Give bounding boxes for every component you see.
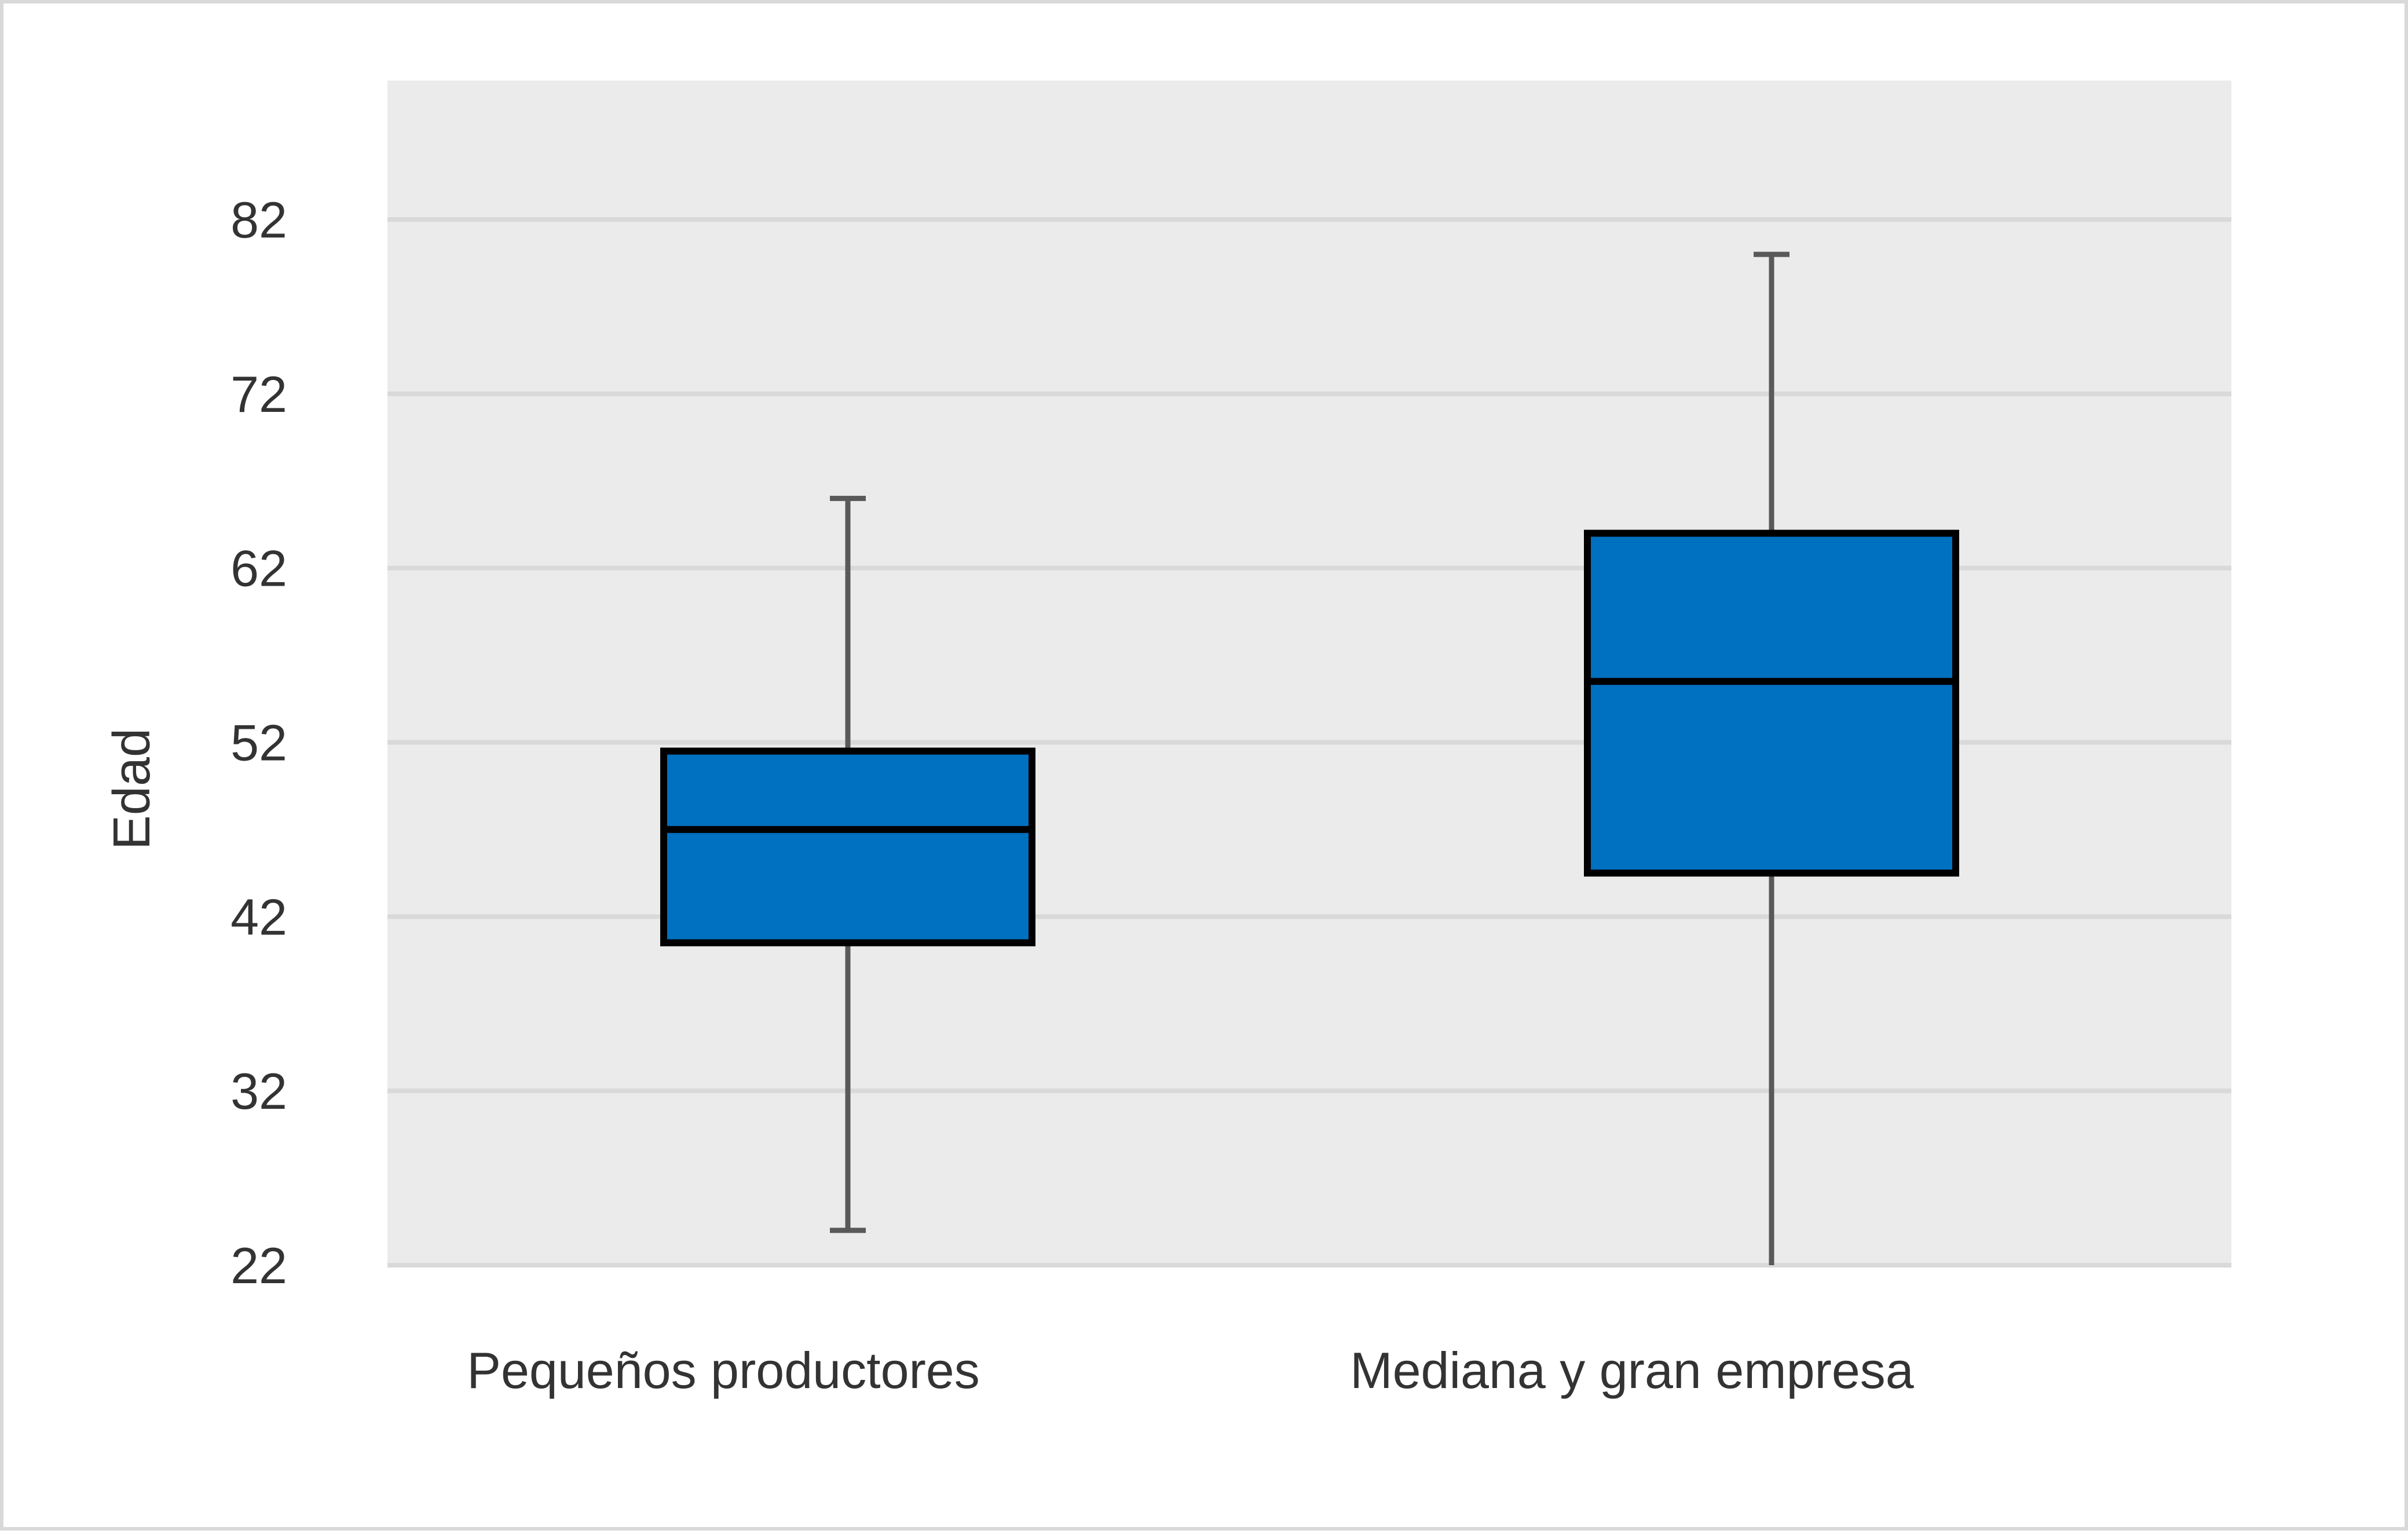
y-tick-label: 82 <box>230 191 287 249</box>
iqr-box <box>1584 529 1959 877</box>
box-series-item <box>1584 251 1959 1265</box>
x-tick-label: Mediana y gran empresa <box>1350 1342 1913 1399</box>
y-tick-label: 32 <box>230 1062 287 1120</box>
box-series-item <box>660 495 1035 1233</box>
y-tick-label: 62 <box>230 540 287 597</box>
y-tick-label: 42 <box>230 888 287 945</box>
boxes <box>660 251 1959 1265</box>
x-axis-ticks: Pequeños productores Mediana y gran empre… <box>467 1342 1914 1399</box>
y-tick-label: 72 <box>230 366 287 423</box>
y-axis-title: Edad <box>103 728 161 850</box>
x-tick-label: Pequeños productores <box>467 1342 980 1399</box>
box-plot-chart: 22 32 42 52 62 72 82 Pequeños productores Media… <box>103 81 2231 1399</box>
y-axis-ticks: 22 32 42 52 62 72 82 <box>230 191 287 1294</box>
iqr-box <box>660 747 1035 947</box>
y-tick-label: 52 <box>230 714 287 772</box>
y-tick-label: 22 <box>230 1237 287 1294</box>
